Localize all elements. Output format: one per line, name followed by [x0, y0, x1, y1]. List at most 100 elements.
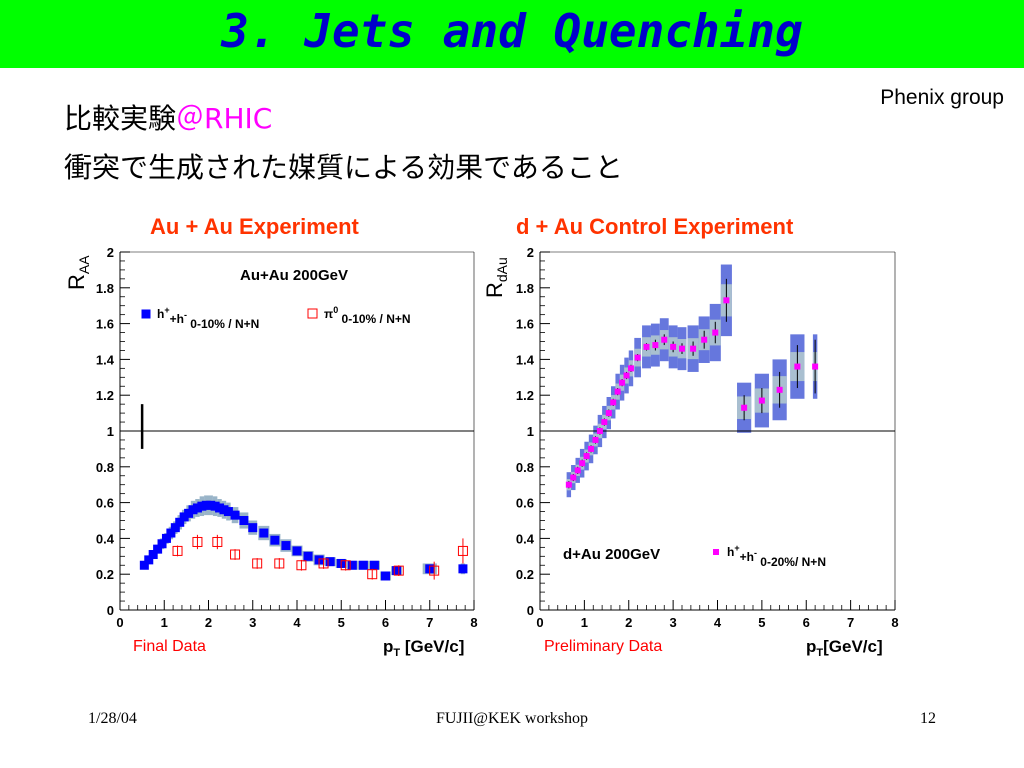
data-point	[701, 336, 708, 343]
right-panel-title: d + Au Control Experiment	[516, 214, 794, 239]
x-tick-label: 5	[758, 615, 765, 630]
legend-label-part: +h	[170, 312, 184, 326]
x-tick-label: 6	[382, 615, 389, 630]
x-axis-label: pT[GeV/c]	[806, 637, 883, 659]
legend-marker	[713, 549, 719, 555]
x-axis-label: pT [GeV/c]	[383, 637, 464, 659]
y-axis-label-main: R	[64, 274, 89, 290]
subtitle-line-1: 比較実験＠RHIC	[64, 97, 272, 137]
data-point	[358, 560, 368, 570]
data-point	[172, 545, 183, 556]
data-point	[429, 565, 440, 576]
x-axis-label-sub: T	[816, 647, 823, 659]
data-point	[161, 533, 171, 543]
y-tick-label: 0.4	[96, 531, 115, 546]
x-tick-label: 2	[625, 615, 632, 630]
data-point	[723, 297, 730, 304]
legend-label-part: 0	[333, 305, 338, 315]
legend-label-part: +h	[740, 550, 754, 564]
data-point	[605, 410, 612, 417]
data-point	[596, 428, 603, 434]
footer-date: 1/28/04	[88, 710, 137, 727]
y-axis-label-sub: dAu	[494, 257, 510, 282]
y-axis-label-sub: AA	[76, 255, 92, 274]
x-tick-label: 8	[891, 615, 898, 630]
data-point	[381, 571, 390, 581]
subtitle-line-1-text: 比較実験	[64, 102, 177, 135]
data-point	[776, 386, 783, 393]
left-panel-title: Au + Au Experiment	[150, 214, 359, 239]
data-point	[340, 560, 351, 571]
x-axis-label-main: p	[806, 637, 816, 656]
data-point	[347, 560, 357, 570]
data-point	[192, 536, 203, 547]
data-point	[588, 445, 595, 452]
data-point	[303, 551, 313, 561]
data-point	[643, 343, 650, 350]
slide-title: 3. Jets and Quenching	[221, 4, 803, 58]
data-point	[634, 354, 641, 361]
chart-annotation: Au+Au 200GeV	[240, 267, 348, 284]
y-tick-label: 0.8	[516, 460, 534, 475]
legend-label-part: h	[727, 545, 734, 559]
data-point	[614, 388, 621, 395]
legend-label-part: +	[734, 543, 739, 553]
data-point	[239, 516, 249, 525]
y-axis-label: RAA	[64, 255, 92, 290]
y-tick-label: 1.2	[516, 388, 534, 403]
y-tick-label: 1.2	[96, 388, 114, 403]
x-tick-label: 4	[714, 615, 722, 630]
x-tick-label: 7	[847, 615, 854, 630]
x-tick-label: 1	[161, 615, 168, 630]
legend-marker	[141, 309, 151, 319]
x-tick-label: 6	[803, 615, 810, 630]
subtitle-line-2: 衝突で生成された媒質による効果であること	[64, 151, 623, 184]
title-banner: 3. Jets and Quenching	[0, 0, 1024, 68]
legend-label: h++h- 0-20%/ N+N	[727, 543, 826, 569]
data-point	[392, 566, 402, 576]
x-tick-label: 0	[116, 615, 123, 630]
data-point	[252, 558, 263, 569]
y-tick-label: 1	[527, 424, 534, 439]
data-point	[166, 528, 176, 538]
data-point	[592, 436, 599, 443]
data-point	[458, 564, 468, 574]
subtitle-line-1-accent: ＠RHIC	[176, 102, 273, 135]
data-point	[570, 474, 577, 481]
x-axis-label-unit: [GeV/c]	[400, 637, 464, 656]
data-point	[175, 517, 185, 527]
data-point	[670, 343, 677, 350]
chart-panel-1: 0 1 2 3 4 5 6 7 8 0 0.2 0.4 0.6 0.8 1 1.2 1.4 1.6 1.8 2 d+Au…	[482, 245, 899, 659]
credit-text: Phenix group	[880, 86, 1004, 109]
y-tick-label: 0.6	[516, 496, 534, 511]
data-point	[270, 535, 280, 545]
data-point	[148, 550, 158, 560]
x-tick-label: 3	[670, 615, 677, 630]
x-tick-label: 8	[470, 615, 477, 630]
data-point	[259, 528, 269, 538]
data-point	[157, 539, 167, 549]
data-point	[281, 541, 291, 551]
data-point	[292, 546, 302, 556]
y-tick-label: 1.6	[516, 317, 534, 332]
data-point	[144, 555, 154, 565]
data-point	[679, 345, 685, 352]
data-point	[230, 510, 240, 520]
data-point	[794, 363, 801, 370]
x-tick-label: 4	[293, 615, 301, 630]
y-tick-label: 1.6	[96, 317, 114, 332]
data-point	[565, 481, 572, 488]
y-tick-label: 1	[107, 424, 114, 439]
data-point	[369, 560, 379, 570]
legend-label-part: +	[164, 305, 169, 315]
y-tick-label: 2	[527, 245, 534, 260]
data-point	[274, 558, 285, 569]
y-tick-label: 2	[107, 245, 114, 260]
legend-label-part: 0-10% / N+N	[187, 317, 259, 331]
data-point	[741, 404, 748, 411]
data-point	[223, 507, 233, 517]
legend-marker	[307, 308, 318, 319]
right-panel-tag: Preliminary Data	[544, 638, 663, 655]
data-point	[153, 544, 163, 554]
data-point	[574, 467, 581, 474]
